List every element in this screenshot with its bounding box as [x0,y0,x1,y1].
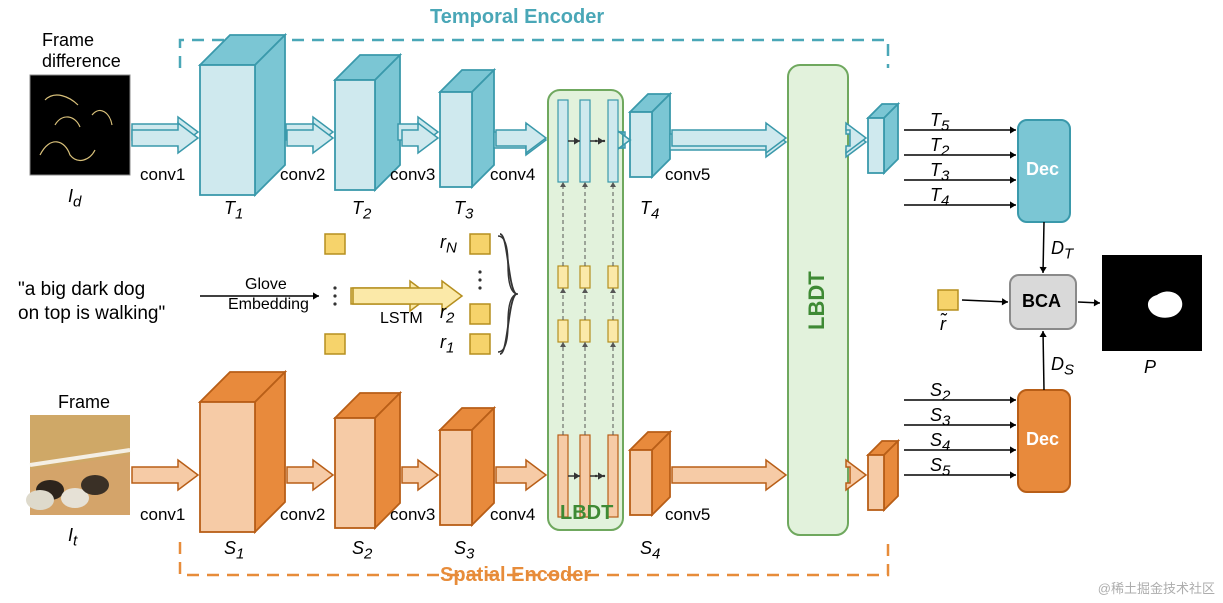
DS: DS [1051,354,1074,379]
P-label: P [1144,357,1156,378]
temporal-encoder-title: Temporal Encoder [430,6,604,29]
It-label: It [68,525,77,550]
S1: S1 [224,538,244,563]
T3: T3 [454,198,473,223]
frame-label: Frame [58,392,110,413]
S-in-1: S3 [930,405,950,430]
S2: S2 [352,538,372,563]
T4: T4 [640,198,659,223]
conv-bot-2: conv3 [390,505,435,525]
conv-top-3: conv4 [490,165,535,185]
conv-bot-1: conv2 [280,505,325,525]
embedding-label: Embedding [228,296,309,314]
watermark: @稀土掘金技术社区 [1098,578,1215,597]
lbdt1-label: LBDT [560,502,613,525]
S3: S3 [454,538,474,563]
T-in-1: T2 [930,135,949,160]
Id-label: Id [68,186,81,211]
r1: r1 [440,332,454,357]
r2: r2 [440,302,454,327]
input-sentence: "a big dark dogon top is walking" [18,278,165,326]
conv-top-1: conv2 [280,165,325,185]
T-in-3: T4 [930,185,949,210]
glove-label: Glove [245,276,287,294]
conv-bot-4: conv5 [665,505,710,525]
conv-bot-0: conv1 [140,505,185,525]
S4: S4 [640,538,660,563]
conv-top-0: conv1 [140,165,185,185]
S-in-2: S4 [930,430,950,455]
conv-bot-3: conv4 [490,505,535,525]
frame-diff-label: Framedifference [42,30,121,72]
S-in-0: S2 [930,380,950,405]
S-in-3: S5 [930,455,950,480]
lstm-label: LSTM [380,310,423,328]
bca-label: BCA [1022,291,1061,312]
T1: T1 [224,198,243,223]
lbdt2-label: LBDT [804,271,830,330]
spatial-encoder-title: Spatial Encoder [440,564,591,587]
T-in-2: T3 [930,160,949,185]
T-in-0: T5 [930,110,949,135]
rN: rN [440,232,457,257]
dec-top-label: Dec [1026,159,1059,180]
dec-bot-label: Dec [1026,429,1059,450]
conv-top-2: conv3 [390,165,435,185]
T2: T2 [352,198,371,223]
rtilde: r̃ [940,314,946,335]
DT: DT [1051,238,1073,263]
conv-top-4: conv5 [665,165,710,185]
